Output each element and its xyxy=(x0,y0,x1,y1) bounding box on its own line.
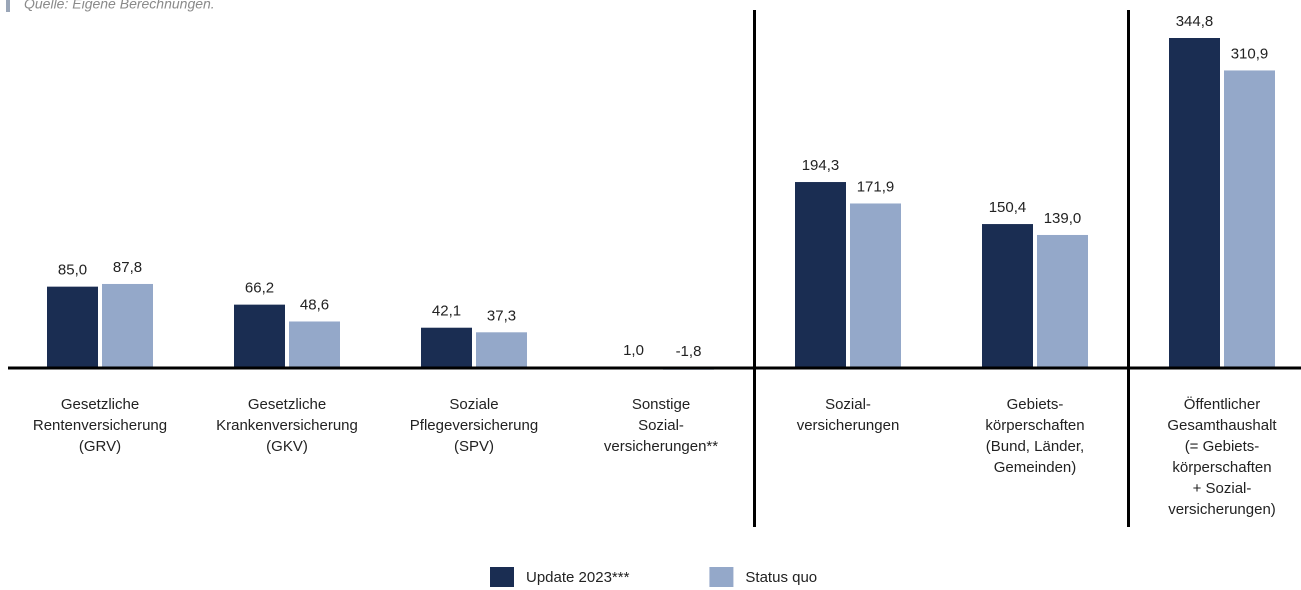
x-tick-label: versicherungen xyxy=(797,417,900,434)
x-tick-label: Gesetzliche xyxy=(248,396,326,413)
bar xyxy=(102,283,153,368)
bar xyxy=(234,304,285,368)
bar xyxy=(795,182,846,368)
x-tick-label: Sozial- xyxy=(638,417,684,434)
x-tick-label: Gebiets- xyxy=(1007,396,1064,413)
x-tick-label: Krankenversicherung xyxy=(216,417,358,434)
bar xyxy=(289,321,340,368)
bar xyxy=(421,327,472,368)
source-note: Quelle: Eigene Berechnungen. xyxy=(24,0,215,12)
bar xyxy=(1169,38,1220,368)
x-tick-label: Öffentlicher xyxy=(1184,395,1260,413)
data-label: 310,9 xyxy=(1231,45,1269,62)
x-tick-label: Sozial- xyxy=(825,396,871,413)
x-tick-label: versicherungen** xyxy=(604,438,718,455)
bar xyxy=(476,332,527,368)
x-tick-label: Pflegeversicherung xyxy=(410,417,538,434)
x-tick-label: Gesamthaushalt xyxy=(1167,417,1277,434)
x-tick-label: Rentenversicherung xyxy=(33,417,167,434)
bar xyxy=(1037,234,1088,368)
data-label: 150,4 xyxy=(989,199,1027,216)
x-tick-label: (GKV) xyxy=(266,438,308,455)
data-label: 66,2 xyxy=(245,280,274,297)
data-label: 1,0 xyxy=(623,342,644,359)
data-label: -1,8 xyxy=(676,343,702,360)
bar xyxy=(982,224,1033,368)
x-tick-label: + Sozial- xyxy=(1193,480,1252,497)
data-label: 139,0 xyxy=(1044,210,1082,227)
x-tick-label: (GRV) xyxy=(79,438,121,455)
x-tick-label: körperschaften xyxy=(985,417,1084,434)
data-label: 87,8 xyxy=(113,259,142,276)
x-tick-label: Soziale xyxy=(449,396,498,413)
data-label: 344,8 xyxy=(1176,13,1214,30)
bar xyxy=(1224,70,1275,369)
x-tick-label: Gesetzliche xyxy=(61,396,139,413)
bar xyxy=(47,286,98,368)
note-marker xyxy=(6,0,10,12)
legend-swatch xyxy=(709,567,734,587)
data-label: 194,3 xyxy=(802,157,840,174)
x-tick-label: (SPV) xyxy=(454,438,494,455)
data-label: 42,1 xyxy=(432,303,461,320)
legend-swatch xyxy=(490,567,514,587)
data-label: 37,3 xyxy=(487,307,516,324)
data-label: 171,9 xyxy=(857,178,895,195)
legend-label: Status quo xyxy=(745,569,817,586)
x-tick-label: Gemeinden) xyxy=(994,459,1077,476)
bar xyxy=(850,203,901,368)
x-tick-label: Sonstige xyxy=(632,396,690,413)
data-label: 48,6 xyxy=(300,296,329,313)
legend-label: Update 2023*** xyxy=(526,569,630,586)
x-tick-label: (Bund, Länder, xyxy=(986,438,1084,455)
x-tick-label: (= Gebiets- xyxy=(1185,438,1260,455)
x-tick-label: körperschaften xyxy=(1172,459,1271,476)
data-label: 85,0 xyxy=(58,262,87,279)
x-tick-label: versicherungen) xyxy=(1168,501,1276,518)
